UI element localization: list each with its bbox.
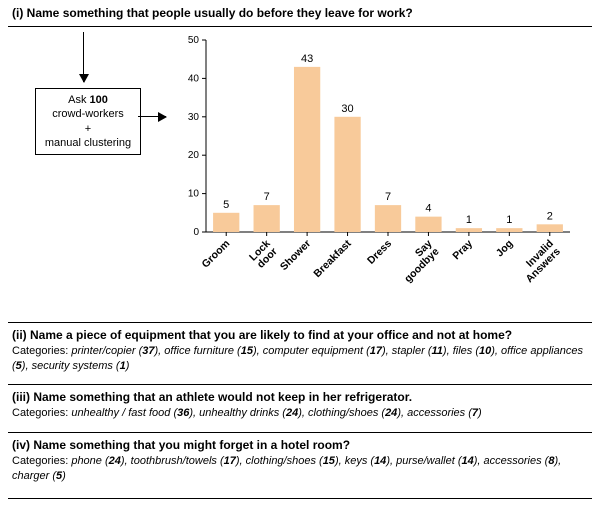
q2-categories: Categories: printer/copier (37), office …: [12, 344, 588, 374]
separator-line: [8, 322, 592, 323]
svg-text:0: 0: [193, 227, 199, 238]
svg-text:4: 4: [425, 203, 431, 215]
separator-line: [8, 26, 592, 27]
q2-section: (ii) Name a piece of equipment that you …: [12, 328, 588, 374]
svg-text:1: 1: [466, 214, 472, 226]
svg-text:Shower: Shower: [278, 238, 313, 273]
q2-prefix: (ii): [12, 328, 27, 342]
svg-text:20: 20: [188, 150, 200, 161]
q1-prefix: (i): [12, 6, 23, 20]
svg-text:Breakfast: Breakfast: [311, 237, 354, 280]
q3-categories: Categories: unhealthy / fast food (36), …: [12, 406, 588, 421]
q3-text: Name something that an athlete would not…: [33, 390, 412, 404]
method-line4: manual clustering: [45, 137, 131, 149]
q2-title: (ii) Name a piece of equipment that you …: [12, 328, 588, 342]
svg-text:Pray: Pray: [450, 238, 475, 263]
arrow-down-icon: [83, 32, 84, 82]
svg-text:10: 10: [188, 189, 200, 200]
chart-svg: 010203040505Groom7Lockdoor43Shower30Brea…: [180, 32, 580, 312]
q3-prefix: (iii): [12, 390, 30, 404]
figure-root: (i) Name something that people usually d…: [0, 0, 600, 510]
method-box: Ask 100 crowd-workers + manual clusterin…: [35, 88, 141, 155]
svg-text:7: 7: [385, 191, 391, 203]
q4-title: (iv) Name something that you might forge…: [12, 438, 588, 452]
method-line1-bold: 100: [90, 94, 108, 106]
separator-line: [8, 498, 592, 499]
method-line2: crowd-workers: [52, 108, 124, 120]
svg-text:5: 5: [223, 199, 229, 211]
q1-text: Name something that people usually do be…: [27, 6, 413, 20]
svg-text:50: 50: [188, 35, 200, 46]
svg-text:Groom: Groom: [200, 238, 233, 271]
q1-title: (i) Name something that people usually d…: [12, 6, 413, 20]
separator-line: [8, 432, 592, 433]
svg-text:Jog: Jog: [494, 238, 516, 260]
svg-text:1: 1: [506, 214, 512, 226]
q4-prefix: (iv): [12, 438, 30, 452]
svg-text:7: 7: [264, 191, 270, 203]
q2-text: Name a piece of equipment that you are l…: [30, 328, 512, 342]
svg-text:40: 40: [188, 73, 200, 84]
q1-bar-chart: 010203040505Groom7Lockdoor43Shower30Brea…: [180, 32, 580, 312]
svg-text:2: 2: [547, 210, 553, 222]
svg-text:30: 30: [188, 112, 200, 123]
q4-section: (iv) Name something that you might forge…: [12, 438, 588, 484]
method-line1-pre: Ask: [68, 94, 89, 106]
svg-text:Dress: Dress: [365, 238, 394, 267]
svg-text:30: 30: [341, 103, 353, 115]
q4-categories: Categories: phone (24), toothbrush/towel…: [12, 454, 588, 484]
separator-line: [8, 384, 592, 385]
q3-title: (iii) Name something that an athlete wou…: [12, 390, 588, 404]
svg-text:43: 43: [301, 53, 313, 65]
arrow-right-icon: [138, 116, 166, 117]
method-line3: +: [85, 123, 91, 135]
q4-text: Name something that you might forget in …: [33, 438, 350, 452]
q3-section: (iii) Name something that an athlete wou…: [12, 390, 588, 421]
